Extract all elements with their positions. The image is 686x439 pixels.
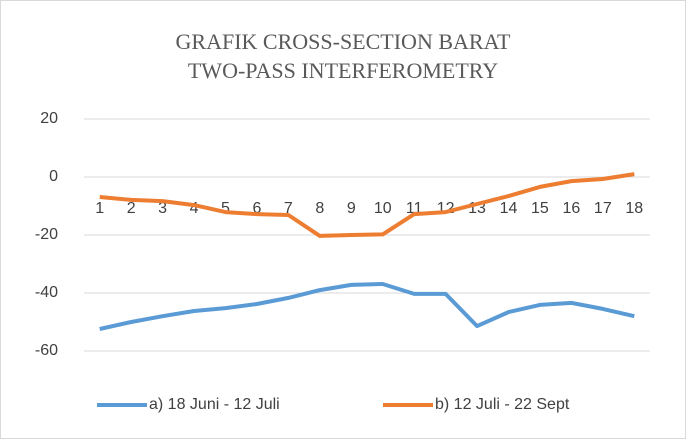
x-tick-label: 9 xyxy=(347,200,356,217)
y-tick-label: 0 xyxy=(49,168,58,185)
x-tick-label: 4 xyxy=(190,200,199,217)
y-tick-label: -20 xyxy=(35,226,58,243)
x-tick-label: 14 xyxy=(500,200,518,217)
legend-label: b) 12 Juli - 22 Sept xyxy=(435,396,570,413)
x-tick-label: 5 xyxy=(221,200,230,217)
y-tick-label: -60 xyxy=(35,342,58,359)
x-tick-label: 7 xyxy=(284,200,293,217)
x-tick-label: 6 xyxy=(252,200,261,217)
x-tick-label: 17 xyxy=(594,200,612,217)
chart-title: GRAFIK CROSS-SECTION BARAT xyxy=(176,29,512,54)
x-tick-label: 3 xyxy=(158,200,167,217)
y-tick-label: -40 xyxy=(35,284,58,301)
x-tick-label: 2 xyxy=(127,200,136,217)
x-tick-label: 15 xyxy=(531,200,549,217)
x-tick-label: 16 xyxy=(562,200,580,217)
x-tick-label: 1 xyxy=(95,200,104,217)
series-line xyxy=(99,282,635,331)
x-tick-label: 10 xyxy=(374,200,392,217)
y-tick-label: 20 xyxy=(40,110,58,127)
x-tick-label: 8 xyxy=(315,200,324,217)
x-tick-label: 18 xyxy=(625,200,643,217)
series-line xyxy=(99,172,635,238)
chart-title: TWO-PASS INTERFEROMETRY xyxy=(188,58,498,83)
legend-label: a) 18 Juni - 12 Juli xyxy=(149,396,280,413)
